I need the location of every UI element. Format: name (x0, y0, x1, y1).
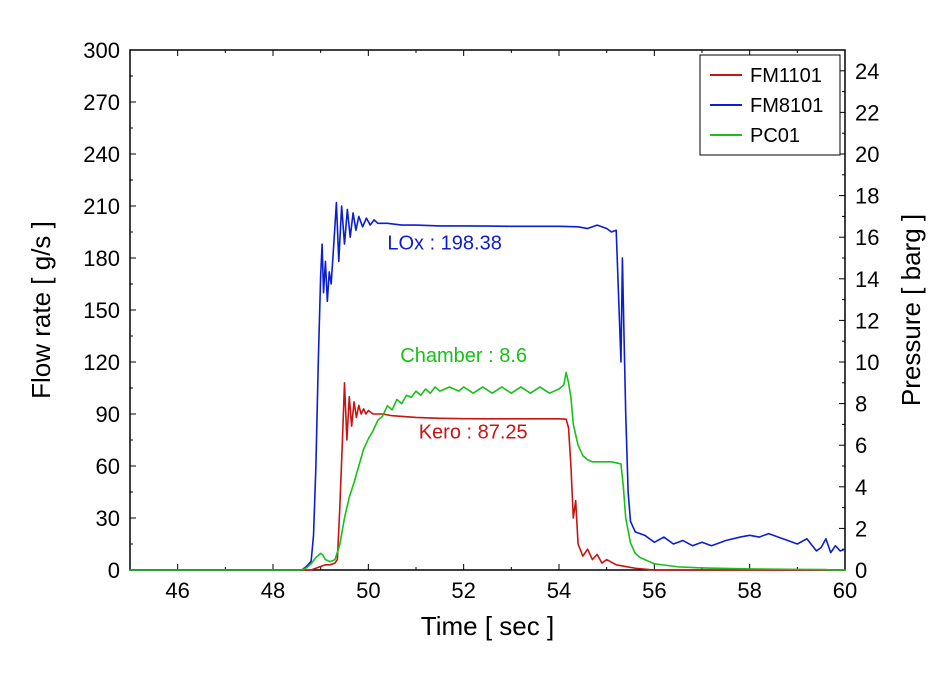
y-left-tick-label: 150 (83, 298, 120, 323)
y-right-tick-label: 6 (855, 433, 867, 458)
y-right-tick-label: 0 (855, 558, 867, 583)
y-left-tick-label: 60 (96, 454, 120, 479)
x-tick-label: 56 (642, 578, 666, 603)
y-right-axis-label: Pressure [ barg ] (896, 214, 926, 406)
legend-label: FM1101 (750, 65, 822, 87)
y-left-tick-label: 300 (83, 38, 120, 63)
y-left-tick-label: 0 (108, 558, 120, 583)
y-right-tick-label: 14 (855, 267, 879, 292)
x-tick-label: 52 (451, 578, 475, 603)
y-right-tick-label: 2 (855, 516, 867, 541)
x-tick-label: 54 (547, 578, 571, 603)
y-right-tick-label: 8 (855, 392, 867, 417)
y-right-tick-label: 20 (855, 142, 879, 167)
dual-axis-line-chart: 4648505254565860030609012015018021024027… (0, 0, 945, 678)
y-right-tick-label: 22 (855, 100, 879, 125)
annotation: LOx : 198.38 (387, 232, 502, 254)
chart-container: 4648505254565860030609012015018021024027… (0, 0, 945, 678)
y-left-tick-label: 270 (83, 90, 120, 115)
x-tick-label: 60 (833, 578, 857, 603)
y-left-tick-label: 210 (83, 194, 120, 219)
y-left-tick-label: 180 (83, 246, 120, 271)
x-tick-label: 48 (261, 578, 285, 603)
legend-label: FM8101 (750, 95, 823, 117)
annotation: Kero : 87.25 (419, 421, 528, 443)
legend-label: PC01 (750, 125, 800, 147)
x-axis-label: Time [ sec ] (421, 611, 554, 641)
y-right-tick-label: 10 (855, 350, 879, 375)
y-right-tick-label: 16 (855, 225, 879, 250)
annotation: Chamber : 8.6 (400, 345, 527, 367)
x-tick-label: 50 (356, 578, 380, 603)
y-left-tick-label: 90 (96, 402, 120, 427)
y-left-tick-label: 30 (96, 506, 120, 531)
x-tick-label: 46 (165, 578, 189, 603)
y-right-tick-label: 24 (855, 59, 879, 84)
y-left-tick-label: 120 (83, 350, 120, 375)
y-left-axis-label: Flow rate [ g/s ] (26, 221, 56, 399)
y-right-tick-label: 12 (855, 308, 879, 333)
x-tick-label: 58 (737, 578, 761, 603)
y-left-tick-label: 240 (83, 142, 120, 167)
y-right-tick-label: 4 (855, 475, 867, 500)
y-right-tick-label: 18 (855, 184, 879, 209)
